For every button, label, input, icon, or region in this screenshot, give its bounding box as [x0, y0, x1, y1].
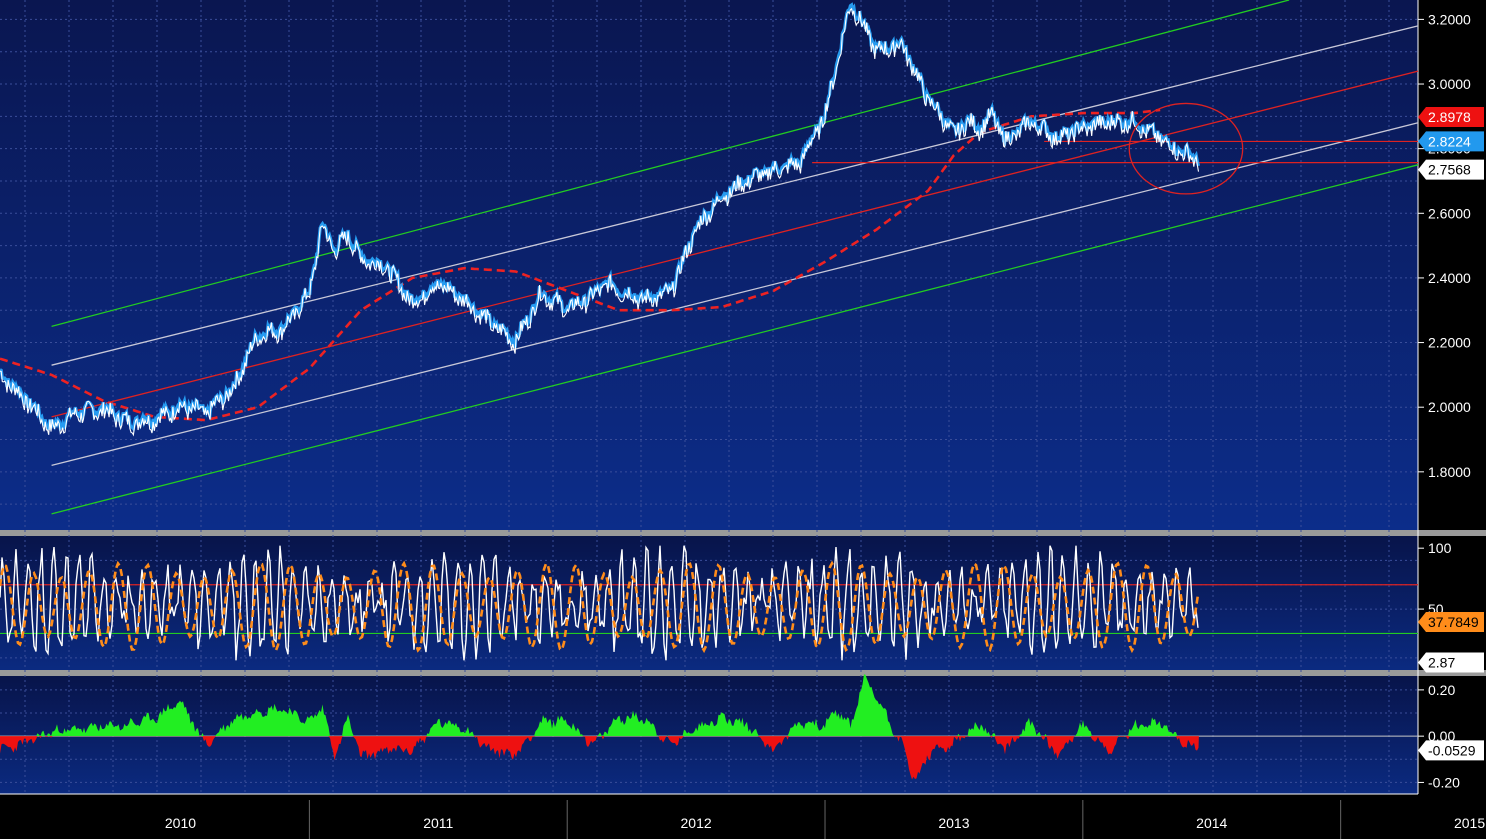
- x-tick-label: 2011: [423, 815, 453, 831]
- osc-tag-slow-text: 37.7849: [1428, 614, 1479, 630]
- regression-channel-upper-outer: [51, 0, 1290, 328]
- panel-divider-2[interactable]: [0, 670, 1486, 676]
- osc-tag-slow-bg: [1418, 611, 1484, 632]
- price-tag-ma-bg: [1418, 107, 1484, 128]
- panel-divider-1[interactable]: [0, 530, 1486, 536]
- mom-y-tick: 0.20: [1428, 682, 1455, 698]
- x-tick-label: 2013: [938, 815, 969, 831]
- osc-tag-fast: 2.87: [1418, 652, 1484, 673]
- price-y-tick: 2.6000: [1428, 205, 1471, 221]
- x-tick-label: 2012: [681, 815, 712, 831]
- price-y-tick: 3.2000: [1428, 11, 1471, 27]
- mom-y-tick: 0.00: [1428, 728, 1455, 744]
- x-tick-label: 2015: [1454, 815, 1485, 831]
- regression-channel-lower-outer: [51, 164, 1419, 515]
- price-tag-ma: 2.8978: [1418, 107, 1484, 128]
- oscillator-panel: [0, 536, 1418, 670]
- osc-y-tick: 100: [1428, 540, 1452, 556]
- price-y-tick: 2.4000: [1428, 270, 1471, 286]
- price-tag-level: 2.8224: [1418, 131, 1484, 152]
- x-tick-label: 2010: [165, 815, 196, 831]
- momentum-layer: [0, 674, 1418, 780]
- price-y-tick: 2.2000: [1428, 335, 1471, 351]
- price-tag-level-bg: [1418, 131, 1484, 152]
- value-tags: 2.8978 2.8224 2.7568 37.7849 2.87 -0.0529: [1418, 107, 1484, 761]
- osc-tag-slow: 37.7849: [1418, 611, 1484, 632]
- price-tag-level-text: 2.8224: [1428, 133, 1471, 149]
- price-tag-last-text: 2.7568: [1428, 162, 1471, 178]
- price-y-tick: 2.0000: [1428, 399, 1471, 415]
- osc-tag-fast-bg: [1418, 652, 1484, 673]
- oscillator-layer: [0, 545, 1418, 661]
- price-y-tick: 3.0000: [1428, 76, 1471, 92]
- mom-y-tick: -0.20: [1428, 774, 1460, 790]
- oscillator-slow-line: [0, 560, 1200, 654]
- price-tag-last-bg: [1418, 159, 1484, 180]
- x-tick-label: 2014: [1196, 815, 1227, 831]
- momentum-tag-bg: [1418, 740, 1484, 761]
- momentum-positive-area: [0, 674, 1199, 737]
- regression-channel-lower-inner: [51, 122, 1419, 466]
- price-panel: [0, 0, 1418, 530]
- price-line: [0, 7, 1200, 437]
- price-tag-last: 2.7568: [1418, 159, 1484, 180]
- regression-channel-middle: [51, 70, 1419, 418]
- annotation-circle: [1128, 102, 1244, 195]
- x-axis-band: [0, 794, 1418, 839]
- price-y-tick: 1.8000: [1428, 464, 1471, 480]
- price-tag-ma-text: 2.8978: [1428, 109, 1471, 125]
- momentum-tag-text: -0.0529: [1428, 742, 1476, 758]
- price-layer: [0, 0, 1419, 515]
- osc-tag-fast-text: 2.87: [1428, 655, 1455, 671]
- regression-channel-upper-inner: [51, 25, 1419, 366]
- momentum-tag: -0.0529: [1418, 740, 1484, 761]
